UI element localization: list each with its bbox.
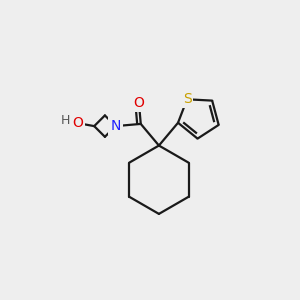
- Text: S: S: [183, 92, 191, 106]
- Text: O: O: [72, 116, 83, 130]
- Text: H: H: [61, 114, 70, 127]
- Text: O: O: [134, 96, 144, 110]
- Text: N: N: [110, 119, 121, 133]
